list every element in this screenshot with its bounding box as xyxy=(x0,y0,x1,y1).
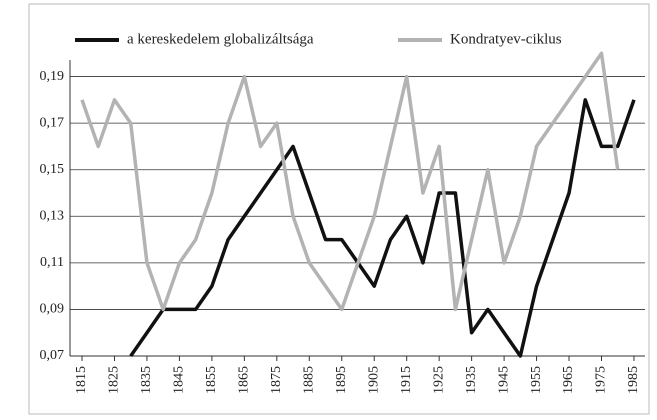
x-tick-label: 1945 xyxy=(496,366,511,394)
x-tick-label: 1935 xyxy=(464,366,479,394)
y-tick-label: 0,11 xyxy=(40,255,64,270)
x-tick-label: 1955 xyxy=(529,366,544,394)
x-tick-label: 1925 xyxy=(431,366,446,394)
x-tick-label: 1825 xyxy=(107,366,122,394)
x-tick-label: 1855 xyxy=(204,366,219,394)
series-line xyxy=(129,98,636,358)
x-tick-label: 1915 xyxy=(399,366,414,394)
series-line xyxy=(80,51,620,312)
y-tick-label: 0,15 xyxy=(40,162,65,177)
y-tick-label: 0,07 xyxy=(40,348,65,363)
legend-label: Kondratyev-ciklus xyxy=(450,31,562,47)
frame xyxy=(28,3,650,415)
x-tick-label: 1865 xyxy=(237,366,252,394)
y-tick-label: 0,17 xyxy=(40,115,65,130)
y-tick-label: 0,19 xyxy=(40,69,65,84)
x-tick-label: 1875 xyxy=(269,366,284,394)
x-tick-label: 1845 xyxy=(172,366,187,394)
x-tick-label: 1975 xyxy=(594,366,609,394)
x-tick-label: 1835 xyxy=(139,366,154,394)
x-tick-label: 1815 xyxy=(74,366,89,394)
y-tick-label: 0,13 xyxy=(40,209,65,224)
x-tick-label: 1885 xyxy=(302,366,317,394)
y-tick-label: 0,09 xyxy=(40,302,65,317)
x-tick-label: 1895 xyxy=(334,366,349,394)
x-tick-label: 1985 xyxy=(626,366,641,394)
x-tick-label: 1965 xyxy=(561,366,576,394)
x-tick-label: 1905 xyxy=(366,366,381,394)
legend-label: a kereskedelem globalizáltsága xyxy=(127,31,314,47)
